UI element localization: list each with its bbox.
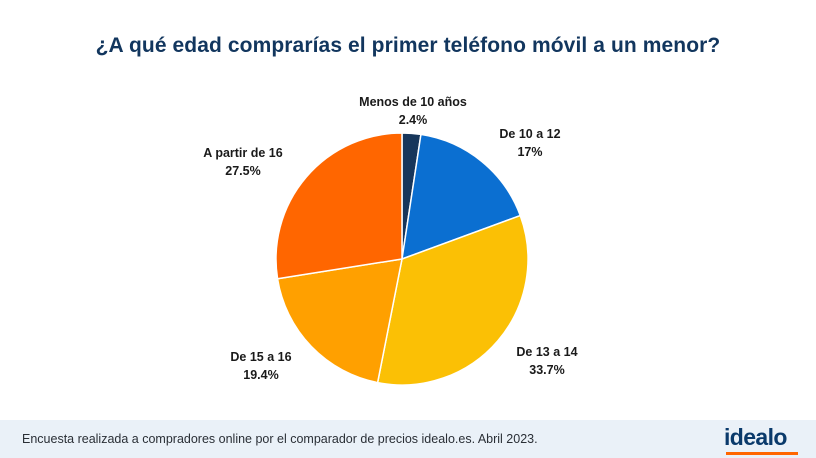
pie-slice-2 bbox=[401, 133, 522, 260]
slice-label-10-a-12: De 10 a 12 17% bbox=[486, 125, 574, 161]
idealo-logo[interactable]: idealo bbox=[724, 425, 800, 455]
slice-label-menos-de-10: Menos de 10 años 2.4% bbox=[350, 93, 476, 129]
chart-title: ¿A qué edad comprarías el primer teléfon… bbox=[95, 34, 721, 57]
slice-label-15-a-16: De 15 a 16 19.4% bbox=[217, 348, 305, 384]
slice-label-name: De 15 a 16 bbox=[230, 350, 292, 364]
footer-note: Encuesta realizada a compradores online … bbox=[22, 432, 538, 446]
slice-label-a-partir-de-16: A partir de 16 27.5% bbox=[188, 144, 298, 180]
slice-label-name: A partir de 16 bbox=[203, 146, 283, 160]
pie-slice-3 bbox=[376, 214, 529, 386]
slice-label-value: 17% bbox=[517, 145, 543, 159]
logo-text: idealo bbox=[724, 424, 787, 450]
slice-label-value: 2.4% bbox=[398, 113, 428, 127]
slice-label-value: 19.4% bbox=[243, 368, 279, 382]
logo-underline bbox=[726, 452, 798, 455]
footer: Encuesta realizada a compradores online … bbox=[0, 420, 816, 458]
pie-slice-5 bbox=[275, 132, 403, 280]
slice-label-value: 33.7% bbox=[529, 363, 565, 377]
slice-label-name: De 10 a 12 bbox=[499, 127, 561, 141]
slice-label-name: Menos de 10 años bbox=[359, 95, 467, 109]
pie-slice-4 bbox=[276, 258, 403, 384]
slice-label-value: 27.5% bbox=[225, 164, 261, 178]
slice-label-13-a-14: De 13 a 14 33.7% bbox=[503, 343, 591, 379]
slice-label-name: De 13 a 14 bbox=[516, 345, 578, 359]
